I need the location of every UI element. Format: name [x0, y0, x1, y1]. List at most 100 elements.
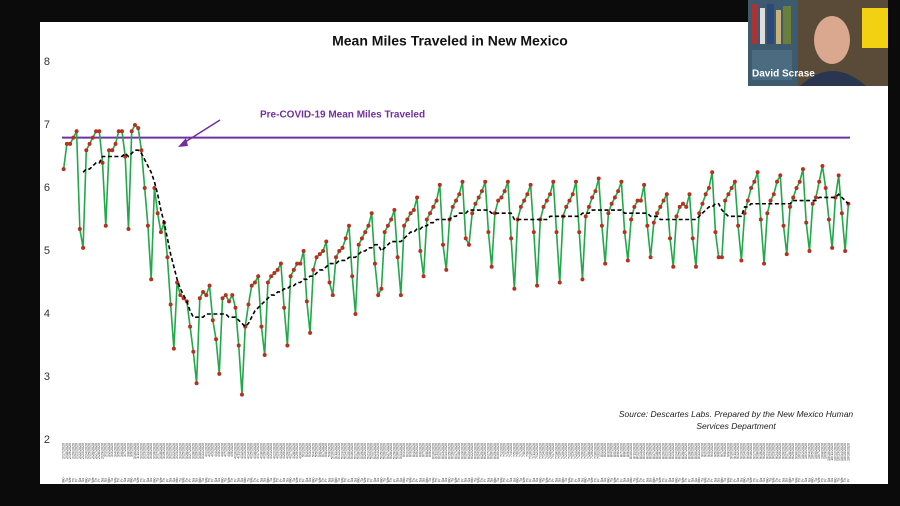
weekday-label: Fr	[597, 478, 601, 482]
data-point	[324, 239, 329, 244]
weekday-label: Su	[512, 478, 516, 482]
x-tick-label: 10/6/2020	[814, 443, 818, 459]
x-tick-label: 4/26/2020	[285, 443, 289, 459]
x-tick-label: 3/6/2020	[120, 443, 124, 457]
data-point	[346, 223, 351, 228]
weekday-label: Fr	[687, 478, 691, 482]
weekday-label: Th	[775, 478, 779, 482]
weekday-label: Fr	[120, 478, 124, 482]
weekday-label: Th	[253, 478, 257, 482]
weekday-label: Tu	[746, 478, 750, 482]
x-tick-label: 6/10/2020	[431, 443, 435, 459]
x-tick-label: 10/10/2020	[827, 443, 831, 461]
data-point	[677, 204, 682, 209]
data-point	[800, 167, 805, 172]
data-point	[340, 245, 345, 250]
y-tick-label: 8	[44, 56, 50, 68]
weekday-label: Sa	[373, 478, 377, 482]
weekday-label: Mo	[516, 478, 520, 483]
x-tick-label: 9/26/2020	[781, 443, 785, 459]
weekday-label: Fr	[710, 478, 714, 482]
y-tick-label: 2	[44, 434, 50, 446]
data-point	[470, 211, 475, 216]
x-tick-label: 5/17/2020	[353, 443, 357, 459]
data-point	[282, 305, 287, 310]
weekday-label: Su	[807, 478, 811, 482]
weekday-label: Sa	[532, 478, 536, 482]
weekday-label: Mo	[311, 478, 315, 483]
x-tick-label: 8/4/2020	[610, 443, 614, 457]
data-point	[778, 173, 783, 178]
data-point	[784, 252, 789, 257]
x-tick-label: 7/9/2020	[525, 443, 529, 457]
weekday-label: Su	[535, 478, 539, 482]
y-tick-label: 6	[44, 182, 50, 194]
x-tick-label: 9/16/2020	[749, 443, 753, 459]
weekday-label: Tu	[769, 478, 773, 482]
weekday-label: We	[204, 477, 208, 482]
y-tick-label: 3	[44, 371, 50, 383]
weekday-label: Sa	[736, 478, 740, 482]
x-tick-label: 3/26/2020	[185, 443, 189, 459]
data-point	[119, 129, 124, 134]
weekday-label: Su	[195, 478, 199, 482]
data-point	[668, 236, 673, 241]
x-tick-label: 7/20/2020	[561, 443, 565, 459]
x-tick-label: 8/19/2020	[658, 443, 662, 459]
weekday-label: Fr	[75, 478, 79, 482]
x-tick-label: 6/26/2020	[483, 443, 487, 459]
data-point	[171, 346, 176, 351]
data-point	[836, 173, 841, 178]
data-point	[197, 296, 202, 301]
data-point	[385, 223, 390, 228]
data-point	[350, 274, 355, 279]
moving-average-line	[82, 149, 849, 328]
weekday-label: Mo	[697, 478, 701, 483]
x-tick-label: 2/26/2020	[91, 443, 95, 459]
weekday-label: Su	[671, 478, 675, 482]
weekday-label: Th	[230, 478, 234, 482]
weekday-label: Mo	[470, 478, 474, 483]
data-point	[496, 198, 501, 203]
x-tick-label: 8/26/2020	[681, 443, 685, 459]
data-point	[158, 230, 163, 235]
weekday-label: Tu	[315, 478, 319, 482]
weekday-label: Mo	[266, 478, 270, 483]
x-tick-label: 7/10/2020	[529, 443, 533, 459]
weekday-label: Su	[694, 478, 698, 482]
data-point	[804, 220, 809, 225]
data-point	[136, 126, 141, 131]
x-tick-label: 3/14/2020	[146, 443, 150, 459]
x-tick-label: 8/24/2020	[674, 443, 678, 459]
data-point	[84, 148, 89, 153]
x-tick-label: 9/27/2020	[785, 443, 789, 459]
y-tick-label: 5	[44, 245, 50, 257]
weekday-label: Tu	[65, 478, 69, 482]
data-point	[687, 192, 692, 197]
x-tick-label: 9/6/2020	[717, 443, 721, 457]
data-point	[833, 195, 838, 200]
x-tick-label: 5/28/2020	[389, 443, 393, 459]
weekday-label: Th	[639, 478, 643, 482]
weekday-label: Su	[149, 478, 153, 482]
data-point	[775, 179, 780, 184]
weekday-label: Mo	[175, 478, 179, 483]
x-tick-label: 4/2/2020	[208, 443, 212, 457]
weekday-label: Tu	[178, 478, 182, 482]
data-point	[535, 283, 540, 288]
weekday-label: We	[182, 477, 186, 482]
data-point	[227, 299, 232, 304]
x-tick-label: 3/16/2020	[152, 443, 156, 459]
data-point	[311, 267, 316, 272]
data-point	[356, 242, 361, 247]
data-point	[223, 293, 228, 298]
weekday-label: Mo	[674, 478, 678, 483]
weekday-label: Th	[117, 478, 121, 482]
weekday-label: Th	[139, 478, 143, 482]
x-tick-label: 8/3/2020	[606, 443, 610, 457]
x-tick-label: 8/13/2020	[639, 443, 643, 459]
data-point	[661, 198, 666, 203]
data-point	[710, 170, 715, 175]
weekday-label: Th	[208, 478, 212, 482]
